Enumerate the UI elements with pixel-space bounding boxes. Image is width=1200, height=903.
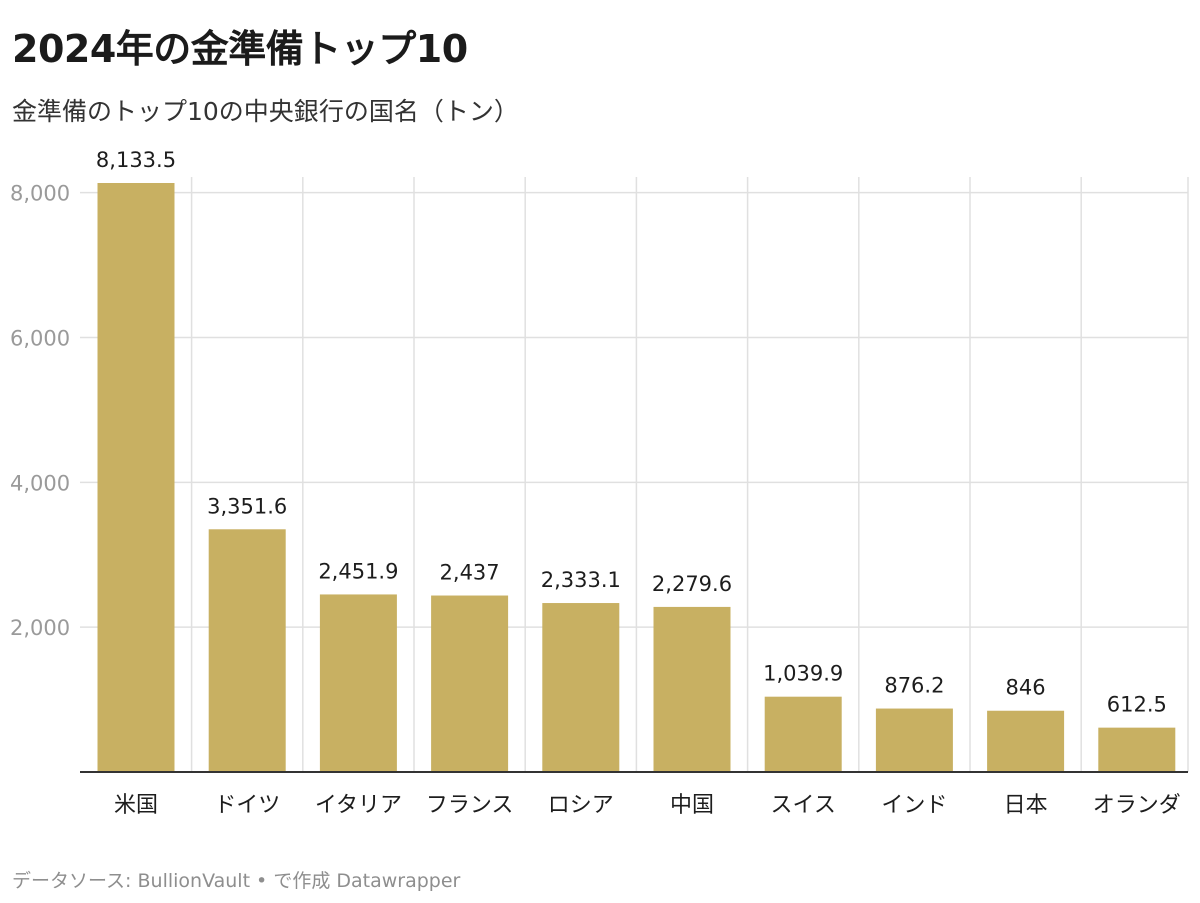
- x-category-label: ロシア: [548, 793, 614, 818]
- bar: [319, 594, 397, 772]
- value-labels: 8,133.5 3,351.6 2,451.9 2,437 2,333.1 2,279.6…: [96, 148, 1167, 717]
- x-category-label: 日本: [1004, 793, 1048, 818]
- y-tick-label: 6,000: [10, 327, 70, 351]
- bar-value-label: 2,279.6: [652, 572, 732, 596]
- x-category-label: オランダ: [1093, 793, 1181, 818]
- source-link[interactable]: BullionVault: [137, 870, 251, 892]
- source-label: データソース:: [12, 870, 138, 892]
- chart-title: 2024年の金準備トップ10: [12, 27, 468, 71]
- datawrapper-link[interactable]: Datawrapper: [336, 870, 461, 892]
- y-tick-label: 2,000: [10, 616, 70, 640]
- x-category-label: イタリア: [315, 793, 402, 818]
- bar-value-label: 1,039.9: [763, 662, 843, 686]
- bar: [542, 603, 620, 772]
- bar-value-label: 2,437: [440, 561, 500, 585]
- chart-subtitle: 金準備のトップ10の中央銀行の国名（トン）: [12, 97, 519, 126]
- y-tick-label: 8,000: [10, 182, 70, 206]
- x-category-label: スイス: [771, 793, 836, 818]
- bar-value-label: 612.5: [1107, 693, 1167, 717]
- x-category-label: フランス: [426, 793, 514, 818]
- bar: [653, 606, 731, 772]
- bar: [987, 710, 1065, 772]
- bar-value-label: 846: [1006, 676, 1046, 700]
- x-axis-categories: 米国 ドイツ イタリア フランス ロシア 中国 スイス インド 日本 オランダ: [114, 793, 1181, 818]
- bar: [1098, 727, 1176, 772]
- y-tick-label: 4,000: [10, 471, 70, 495]
- created-with-label: で作成: [273, 870, 337, 892]
- x-category-label: 中国: [670, 793, 714, 818]
- bar-value-label: 876.2: [884, 674, 944, 698]
- bar: [431, 595, 509, 772]
- x-category-label: インド: [881, 793, 947, 818]
- bar: [764, 696, 842, 772]
- bar-chart: 2,000 4,000 6,000 8,000 8,133.5 3,351.6 2,451…: [10, 148, 1189, 818]
- x-category-label: 米国: [114, 793, 158, 818]
- bar-value-label: 2,451.9: [318, 559, 398, 583]
- bars: [97, 183, 1176, 772]
- bar: [208, 529, 286, 772]
- bar-value-label: 2,333.1: [541, 568, 621, 592]
- chart-footer: データソース: BullionVault • で作成 Datawrapper: [12, 866, 460, 893]
- bar: [875, 708, 953, 772]
- bar-value-label: 3,351.6: [207, 494, 287, 518]
- gridlines: [80, 177, 1189, 772]
- footer-separator: •: [250, 870, 274, 892]
- bar: [97, 183, 175, 772]
- y-axis-ticks: 2,000 4,000 6,000 8,000: [10, 182, 70, 640]
- bar-value-label: 8,133.5: [96, 148, 176, 172]
- x-category-label: ドイツ: [214, 793, 280, 818]
